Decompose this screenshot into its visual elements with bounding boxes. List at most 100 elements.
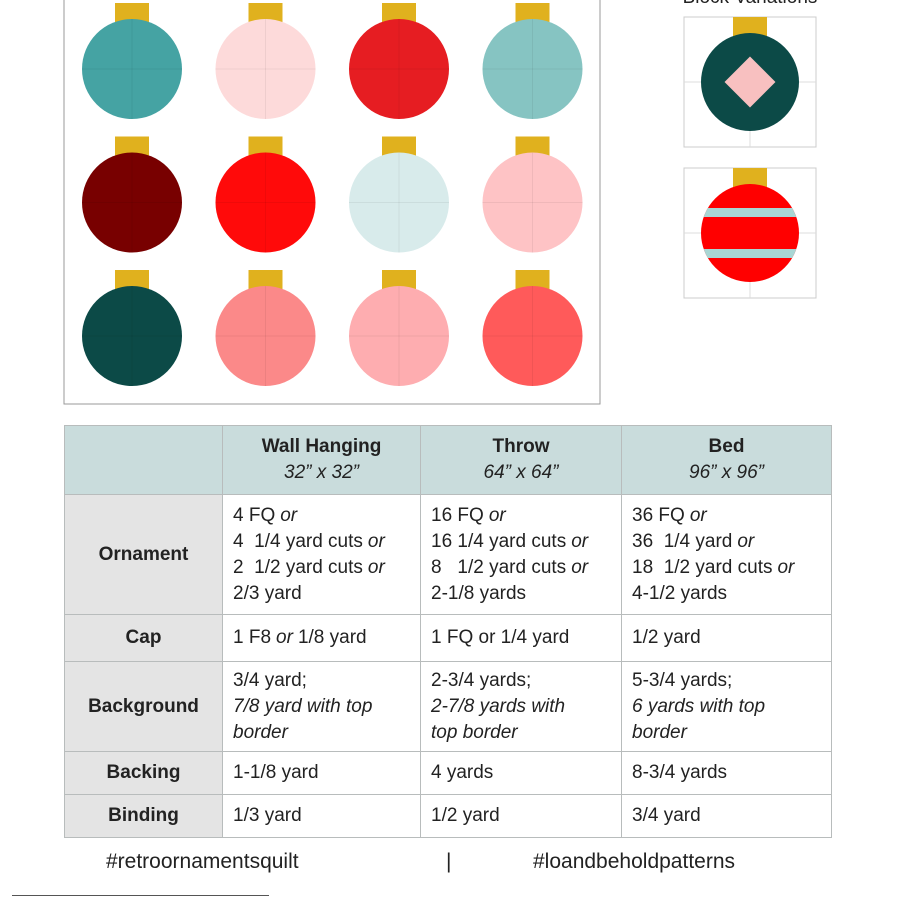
column-size: 32” x 32”: [284, 462, 359, 483]
text: 4 FQ: [233, 504, 276, 526]
cell: 3/4 yard; 7/8 yard with top border: [222, 661, 421, 752]
footer-separator: |: [446, 850, 452, 873]
cell-line: 1 FQ or 1/4 yard: [431, 625, 611, 651]
text: 1/8 yard: [297, 627, 367, 648]
cell: 1 F8 or 1/8 yard: [222, 614, 421, 662]
text: 1-1/8 yard: [233, 762, 319, 783]
italic-text: or: [689, 504, 707, 526]
italic-text: or: [367, 530, 385, 552]
cell: 36 FQ or 36 1/4 yard or 18 1/2 yard cuts or 4-…: [621, 494, 832, 615]
text: 1 F8: [233, 627, 272, 648]
column-header: Bed 96” x 96”: [621, 425, 832, 495]
header-title: Block Variations: [683, 0, 818, 8]
cell: 1-1/8 yard: [222, 751, 421, 795]
italic-text: 7/8 yard with top: [233, 695, 373, 717]
footer-left: #retroornamentsquilt: [106, 850, 299, 873]
column-name: Throw: [492, 436, 550, 457]
requirements-table: Wall Hanging 32” x 32” Throw 64” x 64” Bed 96…: [64, 425, 832, 838]
cell: 5-3/4 yards; 6 yards with top border: [621, 661, 832, 752]
cell-line: 16 1/4 yard cuts or: [431, 529, 611, 555]
text: 16 FQ: [431, 504, 484, 526]
cap: [382, 3, 416, 23]
corner: [64, 425, 223, 495]
cell-line: 1/2 yard: [632, 625, 821, 651]
cell-line: 2-7/8 yards with: [431, 694, 611, 720]
cell-line: 4 1/4 yard cuts or: [233, 529, 410, 555]
row-label: Cap: [64, 614, 223, 662]
cell: 1/2 yard: [621, 614, 832, 662]
cell-line: 7/8 yard with top: [233, 694, 410, 720]
text: 8-3/4 yards: [632, 762, 728, 783]
row-label: Backing: [64, 751, 223, 795]
ornament: [482, 19, 583, 119]
cell-line: 1-1/8 yard: [233, 760, 410, 786]
row: Cap 1 F8 or 1/8 yard 1 FQ or 1/4 yard 1/2 yar…: [64, 614, 832, 662]
text: 4 yards: [431, 762, 494, 783]
row: Backing 1-1/8 yard 4 yards 8-3/4 yards: [64, 751, 832, 795]
text: 18 1/2 yard cuts: [632, 556, 773, 578]
text: 36 FQ: [632, 504, 685, 526]
cell-line: 3/4 yard;: [233, 668, 410, 694]
cell: 1/3 yard: [222, 794, 421, 838]
cell-line: 18 1/2 yard cuts or: [632, 555, 821, 581]
cell-line: border: [632, 720, 821, 746]
cap: [515, 3, 550, 23]
row: Background 3/4 yard; 7/8 yard with top bord…: [64, 661, 832, 752]
italic-text: or: [276, 627, 293, 648]
ornament: [215, 19, 316, 119]
cell-line: 5-3/4 yards;: [632, 668, 821, 694]
cap: [515, 136, 550, 157]
cell-line: 4 yards: [431, 760, 611, 786]
text: 1 FQ or 1/4 yard: [431, 627, 570, 648]
cap: [115, 3, 149, 23]
text: 3/4 yard;: [233, 669, 307, 691]
cell: 8-3/4 yards: [621, 751, 832, 795]
cap: [382, 136, 416, 157]
cell-line: 1/3 yard: [233, 803, 410, 829]
cell-line: 2/3 yard: [233, 581, 410, 607]
cell-line: border: [233, 720, 410, 746]
cell-line: 2-1/8 yards: [431, 581, 611, 607]
cap: [382, 270, 416, 290]
cell-line: 36 1/4 yard or: [632, 529, 821, 555]
cell: 4 FQ or 4 1/4 yard cuts or 2 1/2 yard cuts or…: [222, 494, 421, 615]
cell-line: top border: [431, 720, 611, 746]
cell-line: 36 FQ or: [632, 503, 821, 529]
cell-line: 3/4 yard: [632, 803, 821, 829]
row: Ornament 4 FQ or 4 1/4 yard cuts or 2 1/2 yar…: [64, 494, 832, 615]
ornament: [701, 184, 799, 282]
cell: 3/4 yard: [621, 794, 832, 838]
cell-line: 6 yards with top: [632, 694, 821, 720]
ornament: [215, 286, 316, 386]
italic-text: or: [777, 556, 795, 578]
italic-text: or: [571, 530, 589, 552]
ornaments: [82, 3, 583, 386]
cell-line: 2-3/4 yards;: [431, 668, 611, 694]
column-size: 64” x 64”: [483, 462, 559, 483]
cap: [248, 136, 283, 157]
text: 3/4 yard: [632, 805, 701, 826]
text: 2-1/8 yards: [431, 582, 527, 604]
row-label: Binding: [64, 794, 223, 838]
italic-text: or: [571, 556, 589, 578]
italic-text: or: [488, 504, 506, 526]
text: 1/2 yard: [632, 627, 701, 648]
column-name: Wall Hanging: [261, 436, 382, 457]
cap: [248, 270, 283, 290]
italic-text: or: [280, 504, 298, 526]
column-header: Throw 64” x 64”: [420, 425, 622, 495]
ornament: [82, 19, 182, 119]
text: 4-1/2 yards: [632, 582, 728, 604]
ornament: [482, 286, 583, 386]
cell: 16 FQ or 16 1/4 yard cuts or 8 1/2 yard cuts…: [420, 494, 622, 615]
cell-line: 1 F8 or 1/8 yard: [233, 625, 410, 651]
cell: 1 FQ or 1/4 yard: [420, 614, 622, 662]
ornament: [349, 286, 449, 386]
column-size: 96” x 96”: [689, 462, 764, 483]
column-header: Wall Hanging 32” x 32”: [222, 425, 421, 495]
cell-line: 16 FQ or: [431, 503, 611, 529]
row: Binding 1/3 yard 1/2 yard 3/4 yard: [64, 794, 832, 838]
italic-text: 2-7/8 yards with: [431, 695, 566, 717]
text: 36 1/4 yard: [632, 530, 733, 552]
